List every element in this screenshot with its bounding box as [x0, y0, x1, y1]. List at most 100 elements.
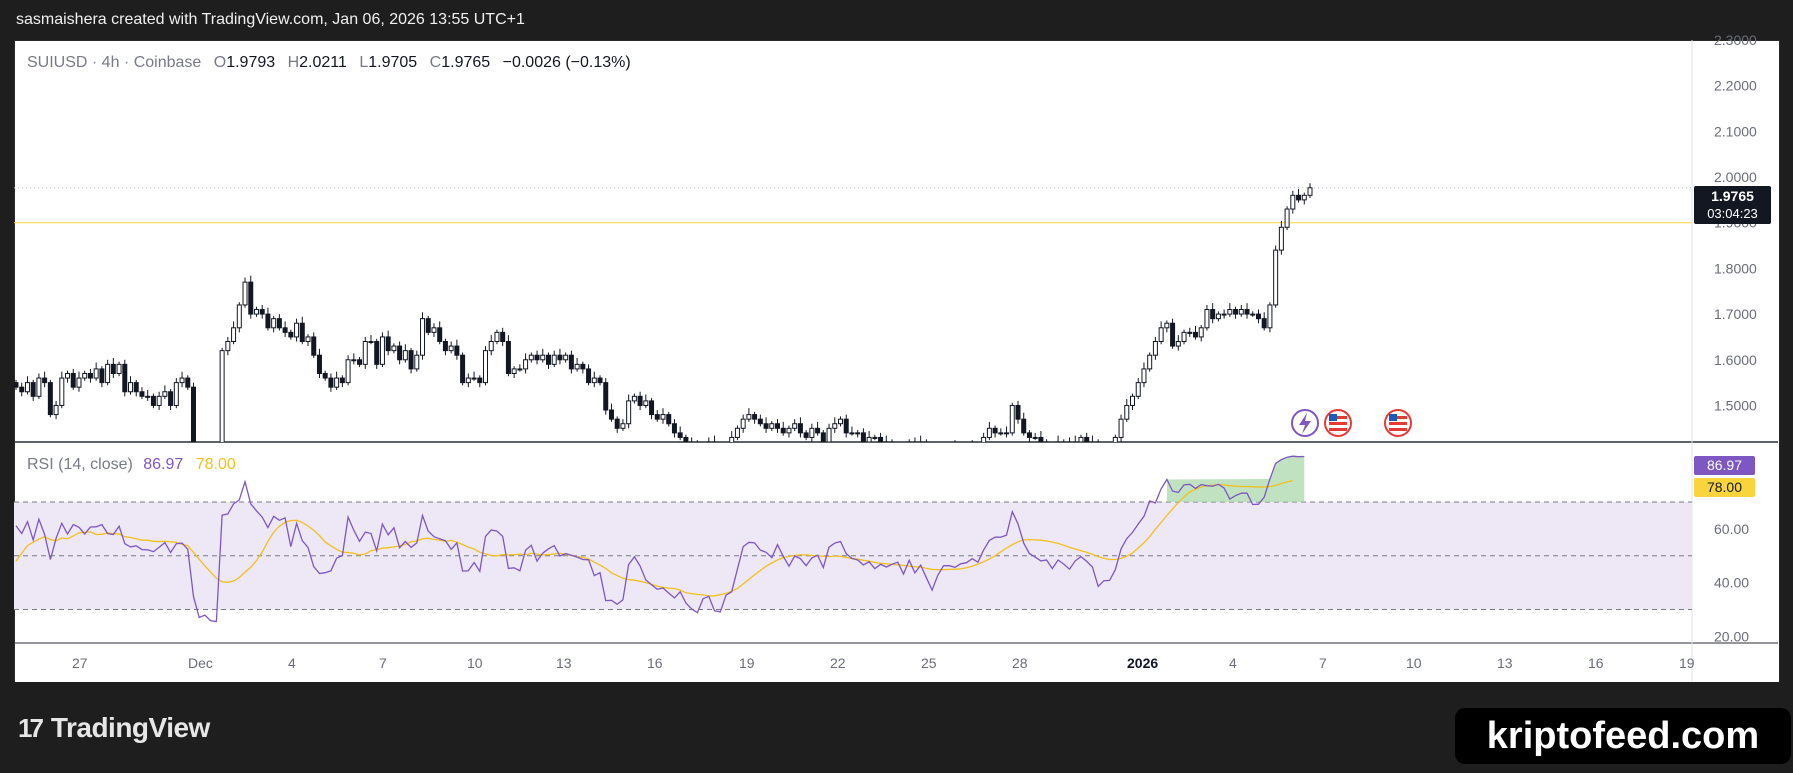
candle[interactable] — [1032, 436, 1038, 439]
candle[interactable] — [1284, 208, 1290, 228]
candle[interactable] — [1055, 441, 1061, 451]
candle[interactable] — [826, 427, 832, 442]
candle[interactable] — [534, 354, 540, 361]
candle[interactable] — [500, 331, 506, 343]
candle[interactable] — [763, 423, 769, 429]
candle[interactable] — [797, 423, 803, 434]
candle[interactable] — [1038, 436, 1044, 442]
candle[interactable] — [551, 354, 557, 365]
candle[interactable] — [517, 368, 523, 371]
candle[interactable] — [1158, 327, 1164, 342]
candle[interactable] — [942, 456, 946, 461]
candle[interactable] — [597, 377, 603, 384]
candle[interactable] — [1118, 418, 1124, 438]
candle[interactable] — [133, 382, 139, 393]
candle[interactable] — [1135, 382, 1141, 397]
candle[interactable] — [930, 451, 934, 452]
candle[interactable] — [860, 432, 866, 442]
candle[interactable] — [402, 350, 408, 361]
candle[interactable] — [1124, 404, 1130, 420]
candle[interactable] — [1108, 460, 1112, 461]
candle[interactable] — [53, 404, 59, 416]
candle[interactable] — [1164, 322, 1170, 329]
candle[interactable] — [425, 318, 431, 333]
candle[interactable] — [219, 350, 225, 474]
candle[interactable] — [362, 341, 368, 365]
candle[interactable] — [82, 372, 88, 379]
candle[interactable] — [906, 441, 912, 456]
candle[interactable] — [65, 372, 71, 379]
candle[interactable] — [322, 372, 328, 379]
candle[interactable] — [397, 345, 403, 361]
candle[interactable] — [1244, 309, 1250, 315]
candle[interactable] — [1233, 309, 1239, 315]
candle[interactable] — [780, 427, 786, 434]
candle[interactable] — [190, 386, 196, 451]
candle[interactable] — [872, 436, 878, 439]
candle[interactable] — [150, 395, 156, 406]
candle[interactable] — [528, 354, 534, 361]
candle[interactable] — [271, 318, 277, 329]
candle[interactable] — [391, 345, 397, 352]
candle[interactable] — [24, 382, 30, 393]
candle[interactable] — [843, 418, 849, 434]
candle[interactable] — [1192, 331, 1198, 338]
candle[interactable] — [59, 377, 65, 406]
candle[interactable] — [19, 386, 25, 393]
candle[interactable] — [1102, 460, 1106, 474]
candle[interactable] — [30, 382, 36, 397]
candle[interactable] — [970, 447, 974, 452]
candle[interactable] — [786, 427, 792, 434]
candle[interactable] — [505, 341, 511, 374]
candle[interactable] — [896, 447, 900, 452]
candle[interactable] — [631, 395, 637, 402]
candle[interactable] — [832, 423, 838, 429]
candle[interactable] — [545, 354, 551, 365]
candle[interactable] — [316, 354, 322, 374]
candle[interactable] — [345, 359, 351, 384]
candle[interactable] — [282, 327, 288, 333]
candle[interactable] — [1250, 313, 1256, 316]
candle[interactable] — [923, 441, 929, 451]
candle[interactable] — [448, 345, 454, 352]
candle[interactable] — [368, 341, 374, 343]
candle[interactable] — [637, 395, 643, 406]
candle[interactable] — [93, 368, 99, 379]
candle[interactable] — [259, 309, 265, 315]
candle[interactable] — [1273, 249, 1279, 306]
candle[interactable] — [145, 395, 151, 398]
candle[interactable] — [236, 304, 242, 329]
candle[interactable] — [1301, 194, 1307, 201]
candle[interactable] — [677, 432, 683, 438]
candle[interactable] — [523, 359, 529, 370]
candle[interactable] — [253, 309, 259, 315]
candle[interactable] — [976, 447, 980, 452]
candle[interactable] — [374, 341, 380, 365]
candle[interactable] — [168, 391, 174, 406]
candle[interactable] — [305, 336, 311, 343]
candle[interactable] — [1084, 436, 1090, 442]
candle[interactable] — [14, 382, 19, 388]
candle[interactable] — [299, 322, 305, 342]
candle[interactable] — [1112, 436, 1118, 460]
candle[interactable] — [729, 436, 735, 446]
candle[interactable] — [42, 377, 48, 384]
candle[interactable] — [815, 427, 821, 434]
candle[interactable] — [156, 395, 162, 406]
candle[interactable] — [757, 418, 763, 425]
candle[interactable] — [1015, 404, 1021, 420]
candle[interactable] — [1050, 447, 1054, 452]
candle[interactable] — [614, 418, 620, 429]
candle[interactable] — [540, 354, 546, 361]
candle[interactable] — [866, 436, 872, 442]
candle[interactable] — [981, 436, 987, 446]
candle[interactable] — [964, 447, 968, 452]
candle[interactable] — [128, 382, 134, 393]
candle[interactable] — [311, 336, 317, 356]
candle[interactable] — [87, 372, 93, 379]
candle[interactable] — [671, 423, 677, 434]
candle[interactable] — [351, 359, 357, 362]
candle[interactable] — [878, 436, 884, 446]
candle[interactable] — [837, 418, 843, 425]
